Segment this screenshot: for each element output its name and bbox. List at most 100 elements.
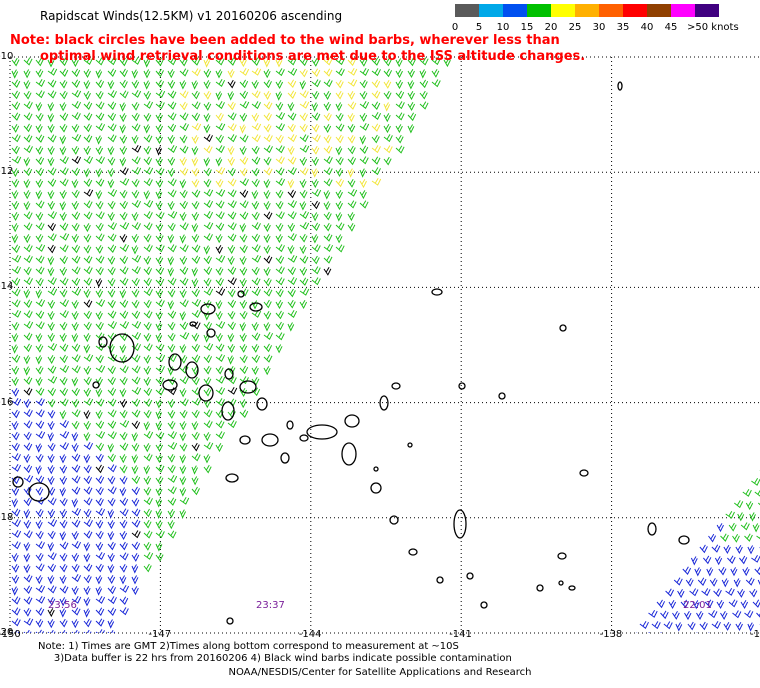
wind-barb: [11, 254, 22, 263]
wind-barb: [359, 90, 368, 100]
wind-barb: [119, 442, 129, 451]
wind-barb: [131, 69, 139, 79]
wind-barb: [179, 409, 188, 419]
wind-barb: [59, 608, 67, 618]
map-title: Rapidscat Winds(12.5KM) v1 20160206 asce…: [40, 9, 343, 23]
wind-barb: [107, 189, 118, 197]
wind-barb: [83, 57, 94, 65]
wind-barb: [697, 577, 707, 586]
wind-barb: [11, 333, 19, 343]
wind-barb: [323, 178, 333, 187]
wind-barb: [95, 190, 103, 200]
wind-barb: [179, 465, 187, 475]
wind-barb: [143, 387, 153, 397]
wind-barb: [71, 432, 79, 442]
wind-barb: [215, 134, 224, 144]
wind-barb: [107, 619, 115, 629]
wind-barb: [107, 420, 117, 429]
wind-barb: [23, 486, 32, 496]
wind-barb: [728, 599, 738, 608]
wind-barb: [107, 431, 117, 440]
wind-barb: [119, 277, 129, 286]
wind-barb: [191, 397, 202, 406]
wind-barb: [299, 179, 307, 189]
wind-barb: [263, 332, 274, 340]
wind-barb: [251, 366, 259, 376]
island-outline: [557, 552, 567, 560]
wind-barb: [143, 266, 153, 276]
wind-barb: [179, 354, 188, 364]
wind-barb: [311, 168, 319, 178]
wind-barb: [251, 122, 262, 131]
wind-barb: [59, 410, 67, 420]
wind-barb: [323, 167, 333, 176]
wind-barb: [155, 421, 163, 431]
island-outline: [92, 381, 100, 389]
wind-barb: [215, 167, 226, 175]
wind-barb: [215, 122, 226, 131]
wind-barb: [239, 200, 249, 209]
wind-barb: [83, 519, 93, 528]
wind-barb: [71, 377, 79, 387]
wind-barb: [35, 365, 44, 375]
wind-barb: [131, 178, 140, 188]
wind-barb: [71, 68, 81, 78]
wind-barb: [359, 135, 367, 145]
wind-barb: [119, 189, 128, 199]
wind-barb: [47, 432, 55, 442]
wind-barb: [143, 366, 152, 376]
wind-barb: [359, 113, 368, 123]
wind-barb: [191, 267, 199, 277]
wind-barb: [47, 90, 57, 99]
island-outline: [568, 585, 576, 591]
wind-barb: [119, 563, 128, 573]
wind-barb: [47, 322, 55, 332]
wind-barb: [59, 146, 67, 156]
wind-barb: [131, 365, 141, 374]
wind-barb: [727, 555, 736, 564]
wind-barb: [263, 58, 271, 68]
wind-barb: [59, 497, 68, 507]
wind-barb: [83, 421, 91, 431]
wind-barb: [167, 366, 175, 376]
wind-barb: [47, 287, 58, 296]
wind-barb: [95, 398, 105, 407]
wind-barb: [23, 607, 32, 617]
wind-barb: [59, 212, 67, 222]
wind-barb: [107, 509, 115, 519]
wind-barb: [167, 520, 175, 530]
wind-barb: [191, 157, 199, 167]
wind-barb: [11, 409, 20, 419]
wind-barb: [756, 612, 760, 618]
wind-barb: [71, 133, 82, 142]
wind-barb: [716, 600, 725, 610]
wind-barb: [107, 497, 116, 507]
wind-barb: [311, 123, 320, 133]
wind-barb: [71, 211, 81, 221]
wind-barb: [179, 454, 187, 464]
wind-barb: [167, 530, 177, 539]
wind-barb: [107, 134, 117, 143]
wind-barb: [131, 277, 140, 287]
wind-barb: [203, 454, 211, 464]
wind-barb: [167, 201, 175, 211]
wind-barb: [323, 68, 333, 77]
wind-barb: [215, 79, 226, 87]
wind-barb: [708, 632, 710, 633]
wind-barb: [311, 188, 322, 197]
wind-barb: [179, 398, 189, 407]
wind-barb: [155, 498, 163, 508]
wind-barb: [757, 579, 760, 586]
wind-barb: [107, 607, 117, 616]
wind-barb: [23, 355, 31, 365]
wind-barb: [251, 343, 260, 353]
wind-barb: [47, 256, 55, 266]
wind-barb: [107, 168, 115, 178]
wind-barb: [263, 245, 271, 255]
wind-barb: [311, 244, 321, 253]
wind-barb: [71, 179, 79, 189]
wind-barb: [215, 211, 225, 220]
wind-barb: [23, 431, 32, 441]
wind-barb: [47, 134, 57, 143]
wind-barb: [131, 144, 142, 153]
